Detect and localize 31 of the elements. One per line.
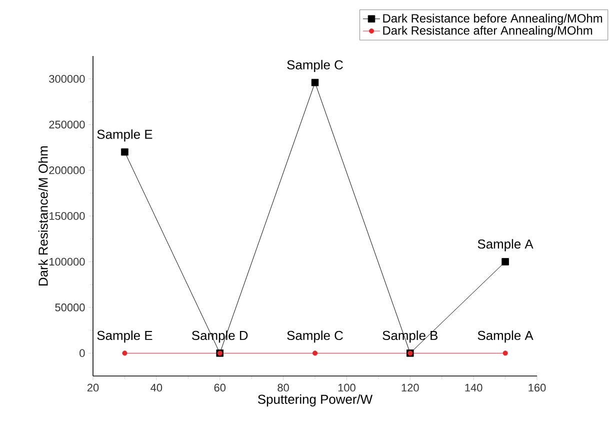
y-tick-label: 50000: [55, 304, 85, 312]
x-tick-label: 80: [278, 384, 289, 392]
annotation: Sample C: [287, 60, 343, 72]
legend-label: Dark Resistance before Annealing/MOhm: [383, 14, 602, 25]
y-tick-label: 100000: [49, 258, 85, 266]
annotation: Sample E: [97, 330, 152, 343]
x-tick-label: 60: [214, 384, 226, 392]
y-tick-label: 200000: [49, 166, 85, 174]
x-axis-title: Sputtering Power/W: [258, 394, 373, 406]
x-tick-label: 100: [338, 384, 356, 392]
annotation: Sample A: [478, 330, 534, 343]
x-tick-label: 160: [528, 384, 546, 392]
x-tick-label: 120: [402, 384, 419, 392]
y-tick-label: 300000: [49, 74, 85, 83]
y-tick-label: 250000: [49, 120, 85, 128]
y-tick-label: 0: [80, 349, 85, 358]
annotation: Sample E: [97, 129, 152, 142]
point: [312, 350, 318, 356]
point: [121, 148, 128, 156]
point: [311, 78, 319, 86]
annotation: Sample C: [287, 330, 343, 343]
point: [122, 350, 128, 356]
y-axis-title: Dark Resistance/M Ohm: [38, 146, 48, 286]
x-tick-label: 140: [465, 384, 482, 392]
annotation: Sample A: [478, 239, 534, 252]
y-tick-label: 150000: [49, 212, 85, 220]
x-tick-label: 40: [150, 384, 162, 392]
point: [502, 258, 509, 266]
x-tick-label: 20: [87, 384, 99, 392]
point: [502, 350, 508, 356]
legend-label: Dark Resistance after Annealing/MOhm: [383, 26, 592, 38]
